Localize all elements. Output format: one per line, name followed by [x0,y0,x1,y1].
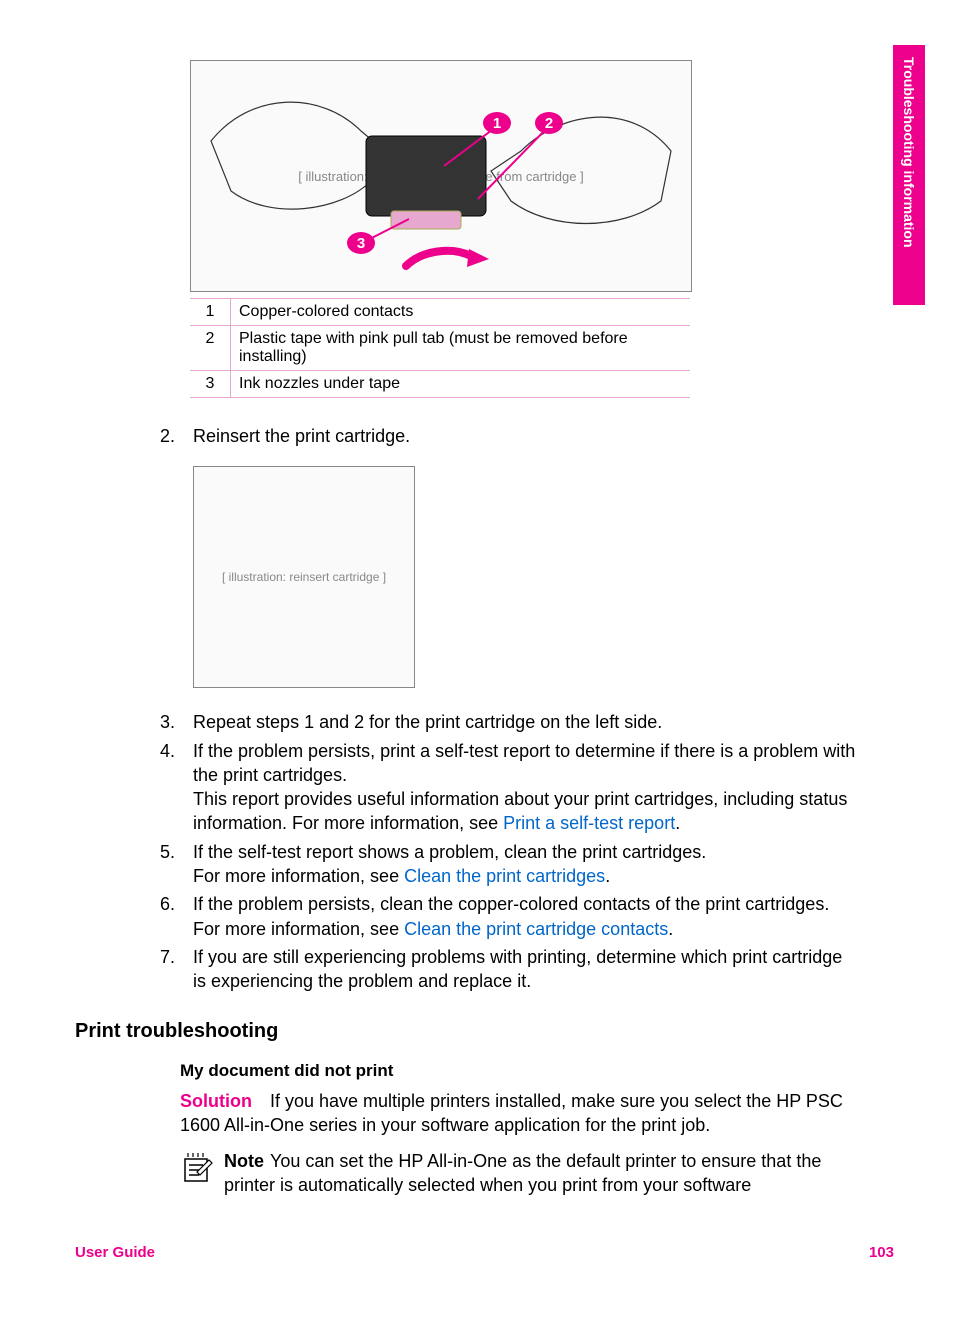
step-number: 2. [135,424,193,448]
figure-reinsert-cartridge: [ illustration: reinsert cartridge ] [193,466,415,688]
callout-2: 2 [545,115,553,132]
step-5: 5. If the self-test report shows a probl… [75,840,870,889]
step-number: 5. [135,840,193,889]
step-line-post: . [675,813,680,833]
page-footer: User Guide 103 [75,1244,894,1261]
table-row: 3 Ink nozzles under tape [190,371,690,398]
side-tab: Troubleshooting information [893,45,925,305]
legend-text: Copper-colored contacts [231,299,691,326]
note-text: You can set the HP All-in-One as the def… [224,1151,821,1195]
figure-cartridge-tape: [ illustration: hands removing tape from… [190,60,692,292]
ordered-steps: 2. Reinsert the print cartridge. [ illus… [75,424,870,994]
step-body: If the self-test report shows a problem,… [193,840,870,889]
note-icon [180,1149,224,1198]
solution-paragraph: SolutionIf you have multiple printers in… [180,1089,870,1138]
solution-text: If you have multiple printers installed,… [180,1091,843,1135]
step-2: 2. Reinsert the print cartridge. [75,424,870,448]
step-7: 7. If you are still experiencing problem… [75,945,870,994]
table-row: 2 Plastic tape with pink pull tab (must … [190,326,690,371]
step-body: If the problem persists, print a self-te… [193,739,870,836]
legend-num: 3 [190,371,231,398]
step-line: If the problem persists, clean the coppe… [193,894,829,914]
callout-3: 3 [357,235,365,252]
step-line: If the self-test report shows a problem,… [193,842,706,862]
legend-text: Plastic tape with pink pull tab (must be… [231,326,691,371]
link-clean-cartridges[interactable]: Clean the print cartridges [404,866,605,886]
solution-label: Solution [180,1091,252,1111]
step-number: 6. [135,892,193,941]
legend-num: 2 [190,326,231,371]
link-clean-contacts[interactable]: Clean the print cartridge contacts [404,919,668,939]
table-row: 1 Copper-colored contacts [190,299,690,326]
note-block: NoteYou can set the HP All-in-One as the… [180,1149,870,1198]
figure-legend-table: 1 Copper-colored contacts 2 Plastic tape… [190,298,690,398]
step-number: 4. [135,739,193,836]
link-self-test-report[interactable]: Print a self-test report [503,813,675,833]
step-body: If the problem persists, clean the coppe… [193,892,870,941]
step-line-post: . [668,919,673,939]
page: Troubleshooting information [ illustrati… [0,0,954,1321]
section-heading: Print troubleshooting [75,1020,870,1043]
step-6: 6. If the problem persists, clean the co… [75,892,870,941]
footer-page-number: 103 [869,1244,894,1261]
step-body: Repeat steps 1 and 2 for the print cartr… [193,710,870,734]
step-line-post: . [605,866,610,886]
figure2-placeholder: [ illustration: reinsert cartridge ] [222,569,386,585]
footer-left: User Guide [75,1244,155,1261]
step-3: 3. Repeat steps 1 and 2 for the print ca… [75,710,870,734]
note-body: NoteYou can set the HP All-in-One as the… [224,1149,870,1198]
content-area: [ illustration: hands removing tape from… [75,60,870,1198]
legend-num: 1 [190,299,231,326]
step-line: If the problem persists, print a self-te… [193,741,855,785]
side-tab-label: Troubleshooting information [901,57,917,248]
step-body: If you are still experiencing problems w… [193,945,870,994]
step-line-pre: For more information, see [193,919,404,939]
sub-heading: My document did not print [180,1061,870,1081]
step-number: 7. [135,945,193,994]
callout-1: 1 [493,115,501,132]
step-body: Reinsert the print cartridge. [193,424,870,448]
legend-text: Ink nozzles under tape [231,371,691,398]
step-number: 3. [135,710,193,734]
note-label: Note [224,1151,264,1171]
step-4: 4. If the problem persists, print a self… [75,739,870,836]
step-line-pre: For more information, see [193,866,404,886]
